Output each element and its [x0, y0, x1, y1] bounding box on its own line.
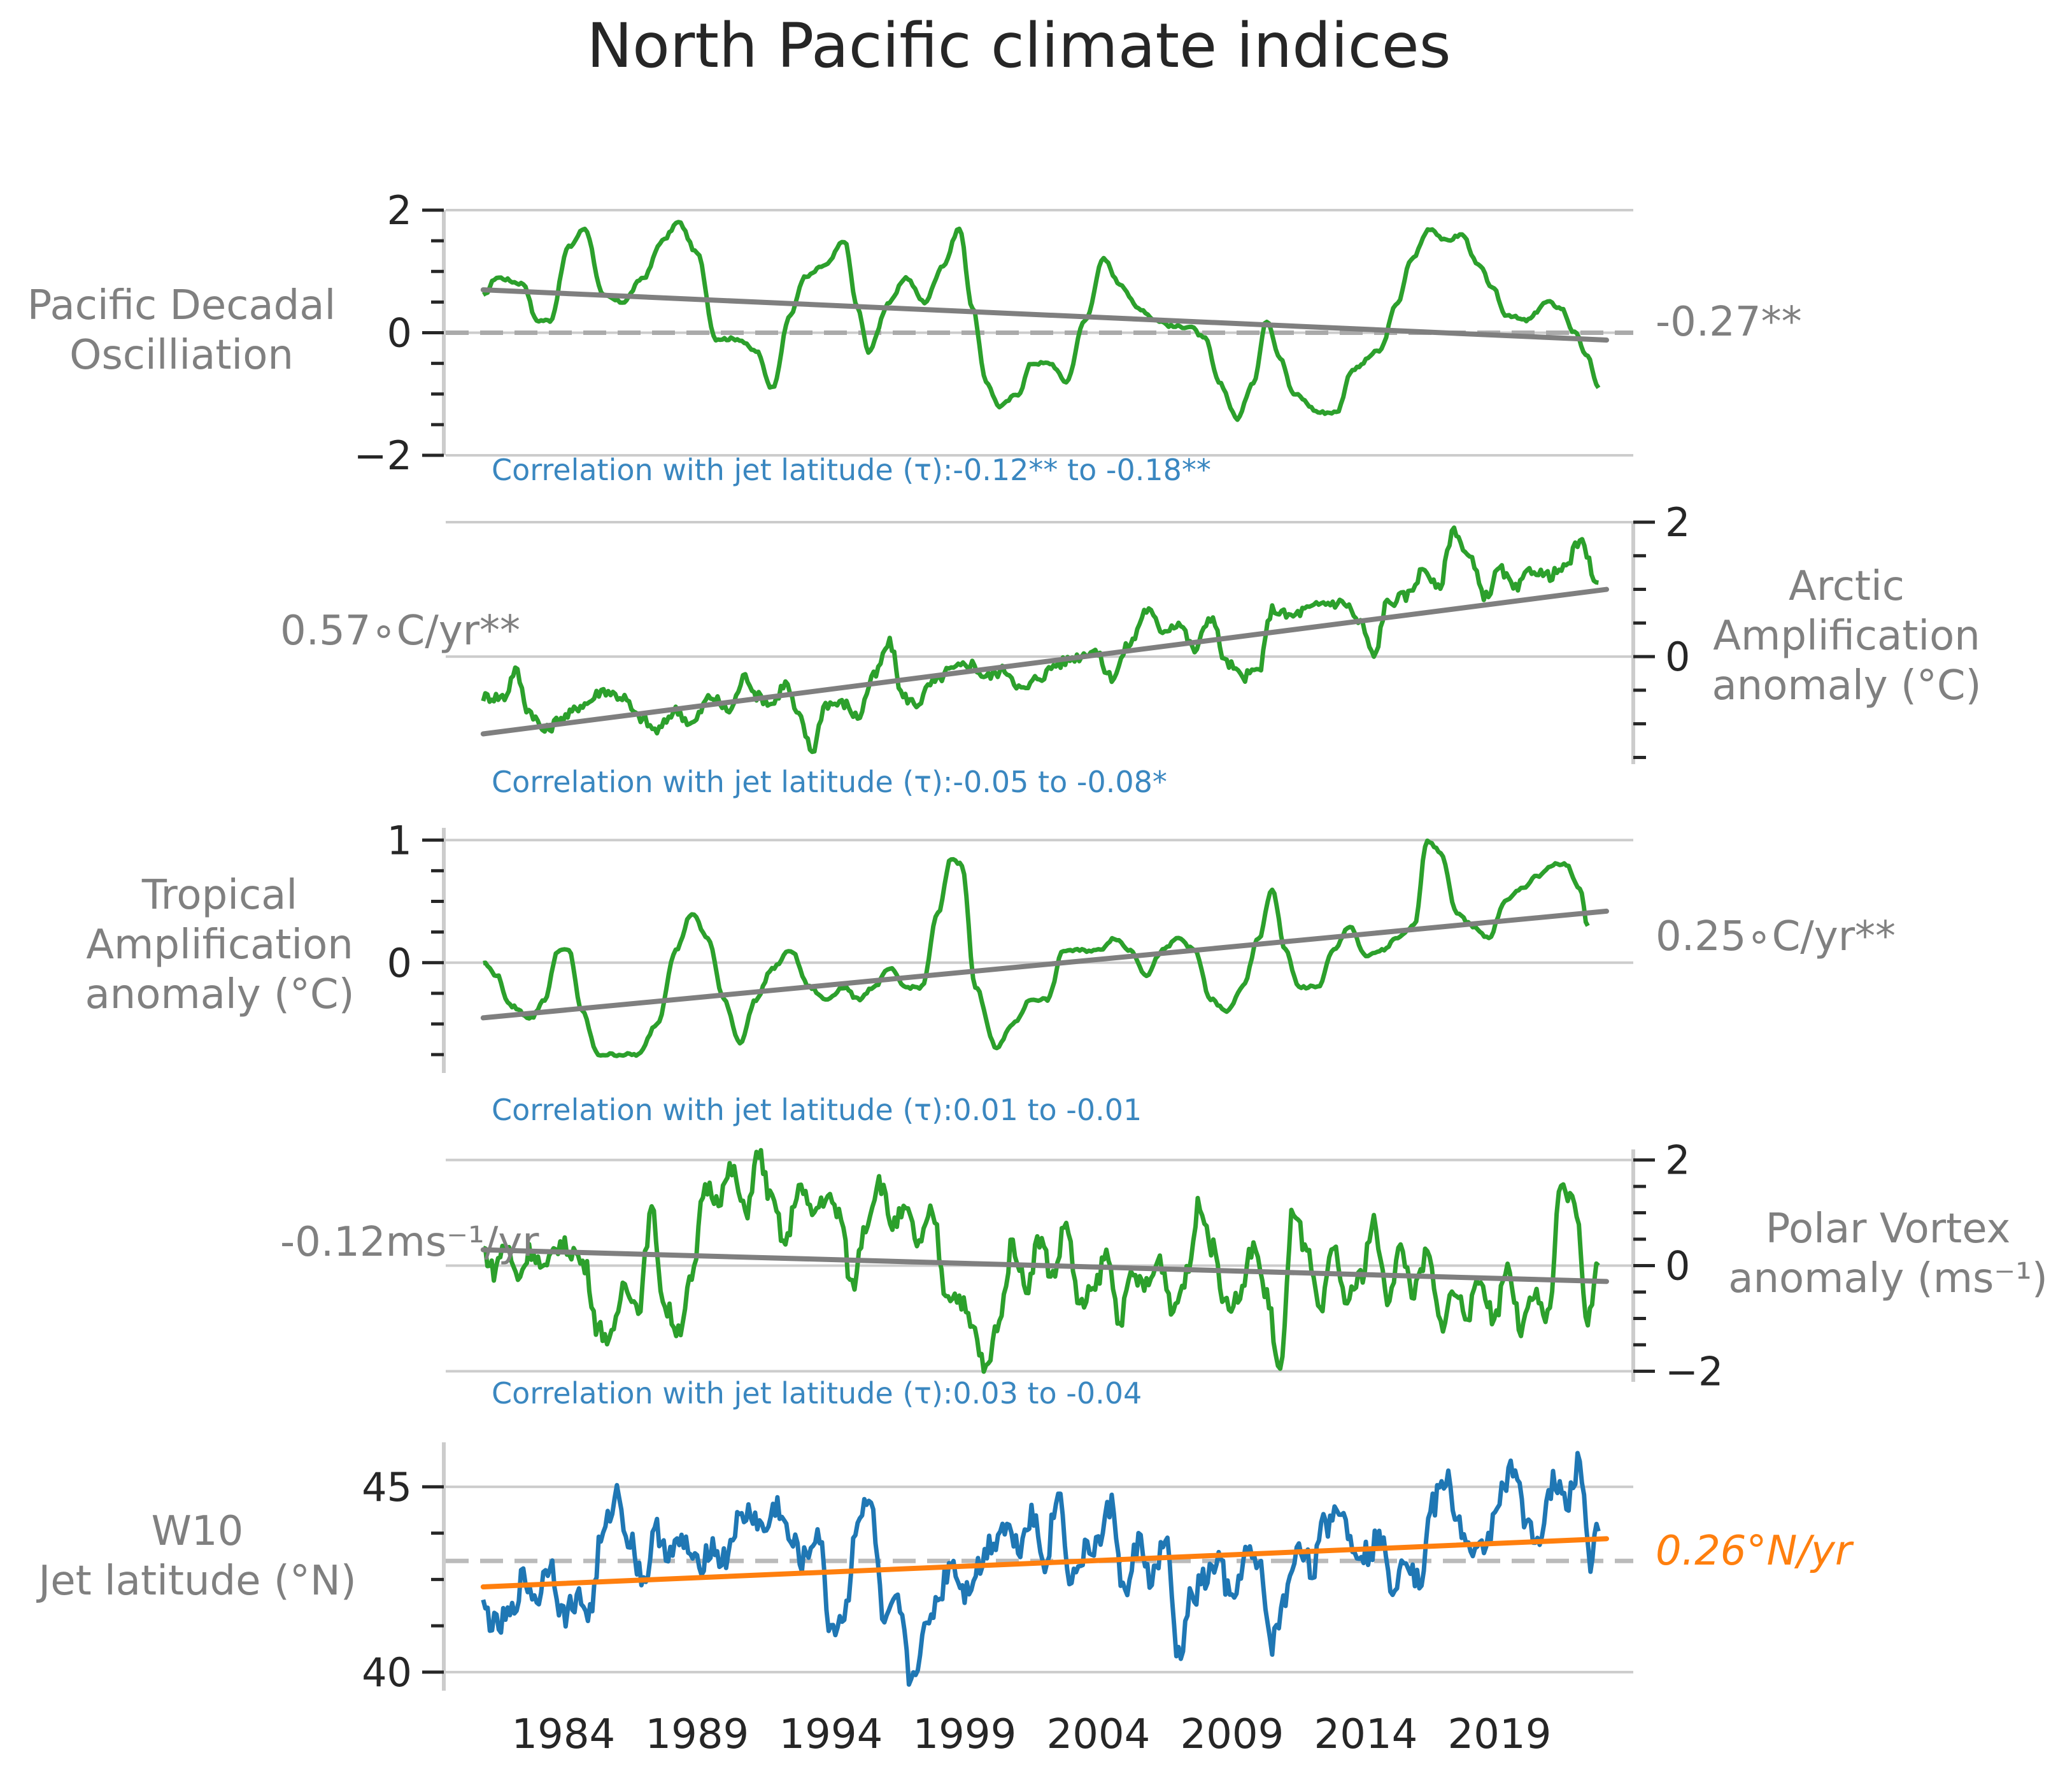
trend-label: -0.27**	[1656, 299, 1802, 346]
y-tick-label: 1	[387, 817, 412, 863]
y-axis-label-line: Arctic	[1789, 563, 1905, 610]
y-axis-label-line: W10	[152, 1508, 244, 1555]
x-tick-label: 1999	[912, 1711, 1016, 1758]
x-tick-label: 2004	[1046, 1711, 1150, 1758]
x-tick-label: 1984	[511, 1711, 615, 1758]
correlation-label: Correlation with jet latitude (τ):0.03 t…	[492, 1376, 1142, 1410]
x-tick-label: 1994	[779, 1711, 883, 1758]
series-line-polar_vortex	[482, 1147, 1600, 1374]
y-axis-label-line: Jet latitude (°N)	[36, 1558, 356, 1605]
correlation-label: Correlation with jet latitude (τ):-0.12*…	[492, 453, 1211, 487]
y-axis-label-line: Polar Vortex	[1766, 1205, 2011, 1253]
y-axis-label: Pacific Decadal Oscilliation	[27, 282, 336, 379]
y-axis-label: Tropical Amplification anomaly (°C)	[85, 872, 354, 1018]
x-tick-label: 1989	[645, 1711, 749, 1758]
figure-title: North Pacific climate indices	[586, 10, 1451, 82]
y-axis-label-line: Tropical	[141, 872, 297, 919]
y-tick-label: 0	[1665, 1243, 1690, 1289]
y-axis-label-line: Amplification	[86, 921, 353, 969]
series-line-arctic	[481, 525, 1599, 755]
panels: −2 0 2 Pacific Decadal Oscilliation -0.27** Co…	[27, 187, 2048, 1696]
y-tick-label: 2	[1665, 1137, 1690, 1184]
series-line-jet_latitude	[481, 1451, 1601, 1687]
panel-tropical: 0 1 Tropical Amplification anomaly (°C) 0.25∘…	[85, 817, 1896, 1127]
correlation-label: Correlation with jet latitude (τ):0.01 t…	[492, 1093, 1142, 1127]
panel-polar_vortex: −2 0 2 Polar Vortex anomaly (ms⁻¹) -0.12ms⁻¹/…	[280, 1137, 2048, 1410]
y-axis-label-line: anomaly (ms⁻¹)	[1728, 1255, 2048, 1302]
y-axis-label-line: Oscilliation	[69, 332, 294, 379]
y-tick-label: 45	[362, 1464, 412, 1510]
y-tick-label: −2	[354, 432, 412, 479]
trend-label: -0.12ms⁻¹/yr	[280, 1219, 539, 1266]
series-line-tropical	[483, 838, 1590, 1058]
x-axis: 1984 1989 1994 1999 2004 2009 2014 2019	[511, 1711, 1551, 1758]
trend-label: 0.25∘C/yr**	[1656, 913, 1896, 960]
y-axis-label: Arctic Amplification anomaly (°C)	[1712, 563, 1981, 709]
y-tick-label: −2	[1665, 1348, 1723, 1395]
panel-arctic: 0 2 Arctic Amplification anomaly (°C) 0.57∘C/…	[280, 499, 1982, 799]
trend-line-polar_vortex	[480, 1247, 1609, 1284]
trend-line-pdo	[480, 287, 1609, 343]
y-axis-label-line: anomaly (°C)	[1712, 662, 1981, 709]
trend-line-tropical	[480, 908, 1609, 1021]
y-tick-label: 2	[1665, 499, 1690, 546]
trend-label: 0.57∘C/yr**	[280, 607, 520, 655]
trend-line-arctic	[480, 586, 1609, 737]
y-axis-label: Polar Vortex anomaly (ms⁻¹)	[1728, 1205, 2048, 1302]
trend-line-jet_latitude	[480, 1536, 1609, 1590]
x-tick-label: 2014	[1314, 1711, 1418, 1758]
series-line-pdo	[481, 220, 1601, 422]
x-tick-label: 2019	[1448, 1711, 1552, 1758]
y-tick-label: 0	[1665, 634, 1690, 680]
panel-pdo: −2 0 2 Pacific Decadal Oscilliation -0.27** Co…	[27, 187, 1802, 487]
y-tick-label: 0	[387, 310, 412, 357]
y-tick-label: 40	[362, 1649, 412, 1696]
x-tick-label: 2009	[1180, 1711, 1284, 1758]
y-axis-label: W10 Jet latitude (°N)	[36, 1508, 356, 1605]
y-axis-label-line: Amplification	[1713, 613, 1980, 660]
y-tick-label: 0	[387, 940, 412, 986]
y-tick-label: 2	[387, 187, 412, 234]
y-axis-label-line: anomaly (°C)	[85, 971, 354, 1018]
trend-label: 0.26°N/yr	[1656, 1528, 1854, 1575]
y-axis-label-line: Pacific Decadal	[27, 282, 336, 329]
correlation-label: Correlation with jet latitude (τ):-0.05 …	[492, 765, 1167, 799]
